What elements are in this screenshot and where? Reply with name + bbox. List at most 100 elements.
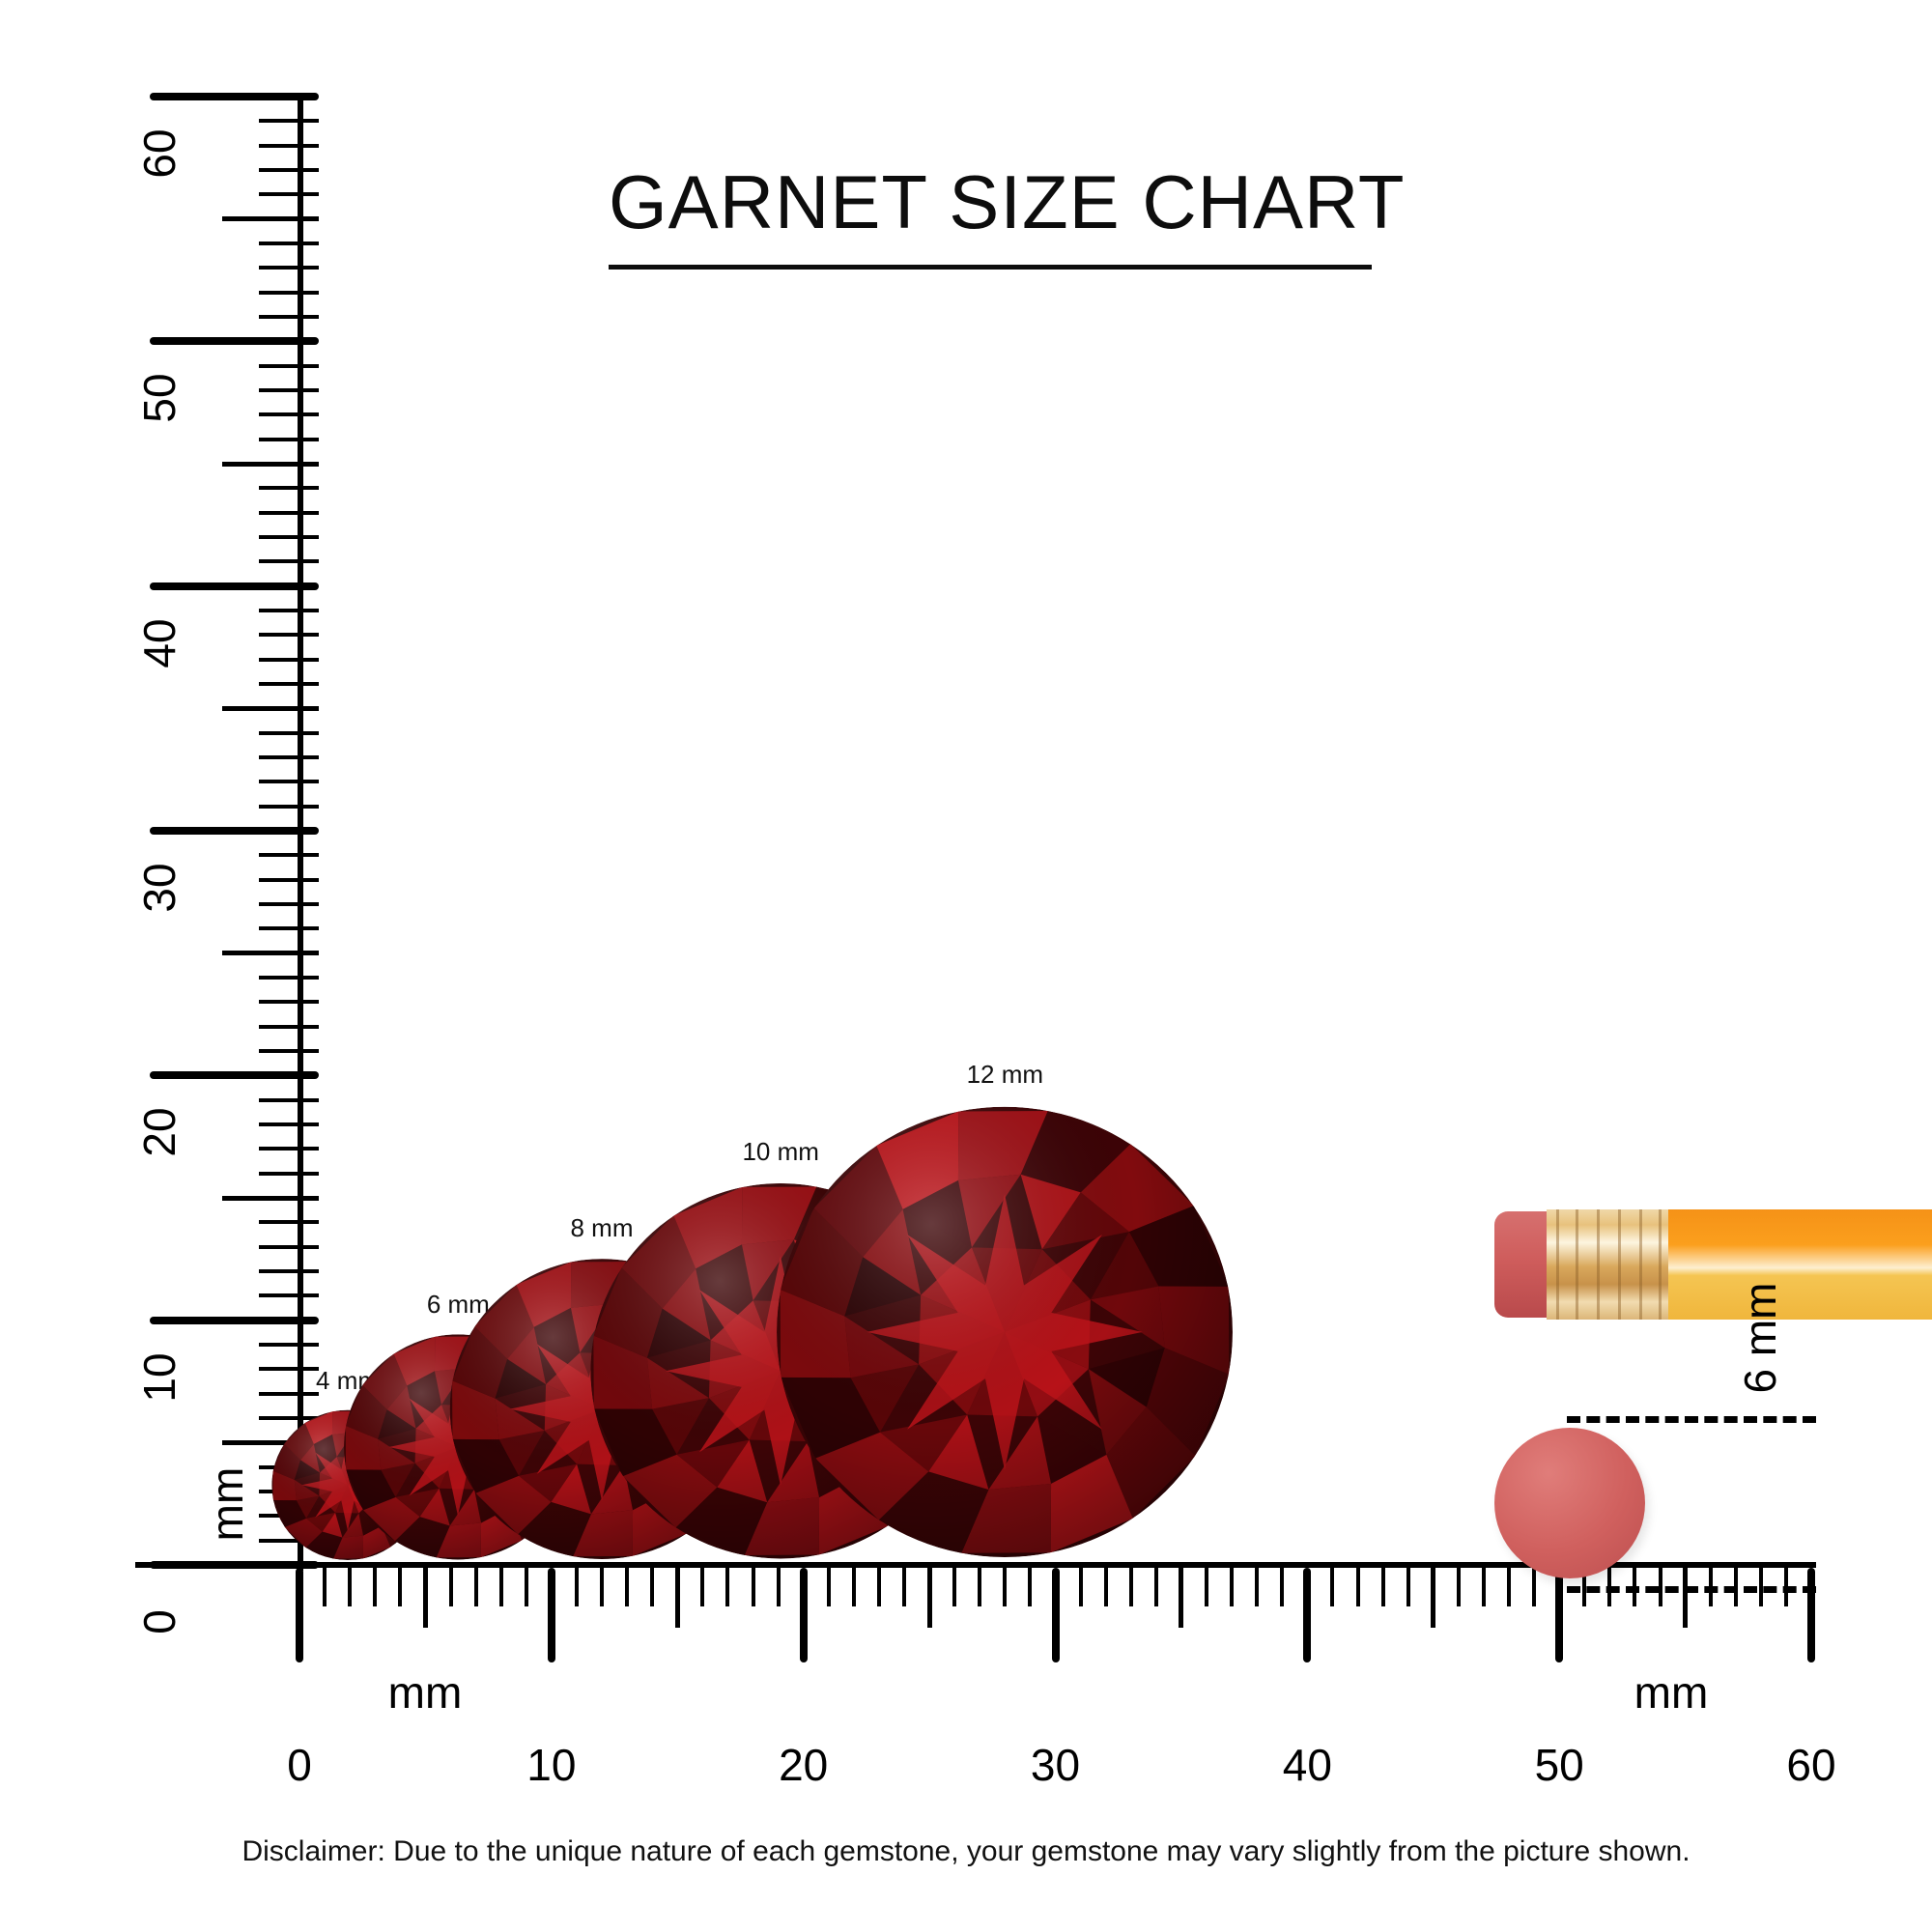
horizontal-tick-label-10: 10 [526, 1740, 577, 1790]
vertical-tick-1mm [259, 1538, 319, 1543]
horizontal-tick-8mm [498, 1568, 503, 1606]
vertical-tick-27mm [259, 902, 319, 906]
horizontal-ruler-spine [135, 1562, 1816, 1568]
vertical-tick-12mm [259, 1269, 319, 1273]
horizontal-tick-label-0: 0 [287, 1740, 312, 1790]
horizontal-tick-17mm [725, 1568, 730, 1606]
vertical-tick-45mm [222, 461, 319, 467]
horizontal-tick-33mm [1128, 1568, 1133, 1606]
vertical-tick-59mm [259, 119, 319, 124]
vertical-tick-23mm [259, 1000, 319, 1005]
horizontal-tick-1mm [323, 1568, 327, 1606]
vertical-tick-55mm [222, 216, 319, 222]
vertical-tick-13mm [259, 1244, 319, 1249]
horizontal-tick-38mm [1255, 1568, 1260, 1606]
vertical-tick-35mm [222, 705, 319, 711]
vertical-tick-7mm [259, 1391, 319, 1396]
vertical-tick-52mm [259, 290, 319, 295]
vertical-tick-16mm [259, 1171, 319, 1176]
vertical-tick-36mm [259, 682, 319, 686]
vertical-tick-25mm [222, 951, 319, 956]
gemstone-label-12mm: 12 mm [966, 1060, 1044, 1090]
vertical-tick-17mm [259, 1147, 319, 1151]
pencil-eraser [1494, 1211, 1550, 1318]
vertical-tick-24mm [259, 976, 319, 980]
horizontal-tick-18mm [751, 1568, 755, 1606]
vertical-tick-53mm [259, 266, 319, 270]
horizontal-tick-19mm [776, 1568, 781, 1606]
vertical-tick-46mm [259, 437, 319, 441]
horizontal-tick-28mm [1003, 1568, 1008, 1606]
page-title: GARNET SIZE CHART [609, 159, 1406, 244]
horizontal-tick-55mm [1683, 1568, 1689, 1628]
vertical-tick-26mm [259, 926, 319, 931]
vertical-tick-32mm [259, 780, 319, 784]
horizontal-tick-5mm [422, 1568, 428, 1628]
horizontal-tick-44mm [1406, 1568, 1410, 1606]
title-underline-divider [609, 265, 1372, 270]
dimension-line-bottom [1567, 1586, 1816, 1593]
horizontal-tick-31mm [1078, 1568, 1083, 1606]
dimension-line-top [1567, 1416, 1816, 1423]
gemstone-label-6mm: 6 mm [426, 1290, 490, 1320]
vertical-tick-43mm [259, 510, 319, 515]
vertical-tick-6mm [259, 1416, 319, 1420]
horizontal-tick-label-40: 40 [1282, 1740, 1332, 1790]
vertical-tick-37mm [259, 657, 319, 662]
horizontal-tick-7mm [473, 1568, 478, 1606]
horizontal-tick-32mm [1103, 1568, 1108, 1606]
horizontal-tick-46mm [1456, 1568, 1461, 1606]
horizontal-ruler-unit-label-left: mm [387, 1667, 463, 1718]
horizontal-tick-9mm [524, 1568, 528, 1606]
horizontal-tick-25mm [926, 1568, 932, 1628]
horizontal-tick-45mm [1431, 1568, 1436, 1628]
vertical-tick-58mm [259, 143, 319, 148]
horizontal-tick-14mm [650, 1568, 655, 1606]
horizontal-tick-10mm [547, 1568, 555, 1662]
horizontal-tick-13mm [625, 1568, 630, 1606]
horizontal-tick-41mm [1330, 1568, 1335, 1606]
horizontal-tick-16mm [700, 1568, 705, 1606]
horizontal-tick-11mm [574, 1568, 579, 1606]
horizontal-tick-26mm [952, 1568, 957, 1606]
horizontal-tick-21mm [826, 1568, 831, 1606]
horizontal-tick-12mm [600, 1568, 604, 1606]
horizontal-tick-6mm [448, 1568, 453, 1606]
vertical-tick-33mm [259, 755, 319, 759]
horizontal-tick-43mm [1380, 1568, 1385, 1606]
horizontal-tick-3mm [373, 1568, 378, 1606]
disclaimer-text: Disclaimer: Due to the unique nature of … [242, 1835, 1690, 1867]
horizontal-tick-34mm [1153, 1568, 1158, 1606]
horizontal-tick-48mm [1507, 1568, 1511, 1606]
vertical-tick-31mm [259, 804, 319, 809]
vertical-tick-29mm [259, 853, 319, 858]
vertical-tick-10mm [150, 1316, 319, 1324]
horizontal-tick-39mm [1280, 1568, 1285, 1606]
horizontal-tick-27mm [978, 1568, 982, 1606]
title-block: GARNET SIZE CHART [609, 159, 1406, 270]
vertical-tick-28mm [259, 877, 319, 882]
gemstone-label-8mm: 8 mm [570, 1212, 634, 1242]
horizontal-tick-60mm [1807, 1568, 1815, 1662]
vertical-tick-5mm [222, 1439, 319, 1445]
vertical-tick-9mm [259, 1343, 319, 1347]
vertical-tick-48mm [259, 388, 319, 392]
vertical-tick-40mm [150, 582, 319, 590]
vertical-tick-38mm [259, 633, 319, 638]
vertical-tick-49mm [259, 363, 319, 368]
vertical-tick-56mm [259, 192, 319, 197]
vertical-tick-14mm [259, 1220, 319, 1225]
vertical-tick-47mm [259, 412, 319, 417]
horizontal-tick-24mm [902, 1568, 906, 1606]
vertical-tick-51mm [259, 315, 319, 319]
vertical-tick-44mm [259, 486, 319, 491]
vertical-tick-60mm [150, 93, 319, 100]
gemstone-graphic [777, 1106, 1234, 1558]
vertical-tick-50mm [150, 337, 319, 346]
vertical-tick-20mm [150, 1071, 319, 1080]
horizontal-tick-4mm [398, 1568, 403, 1606]
vertical-tick-11mm [259, 1293, 319, 1298]
horizontal-tick-label-60: 60 [1786, 1740, 1836, 1790]
horizontal-tick-15mm [674, 1568, 680, 1628]
vertical-tick-39mm [259, 609, 319, 612]
